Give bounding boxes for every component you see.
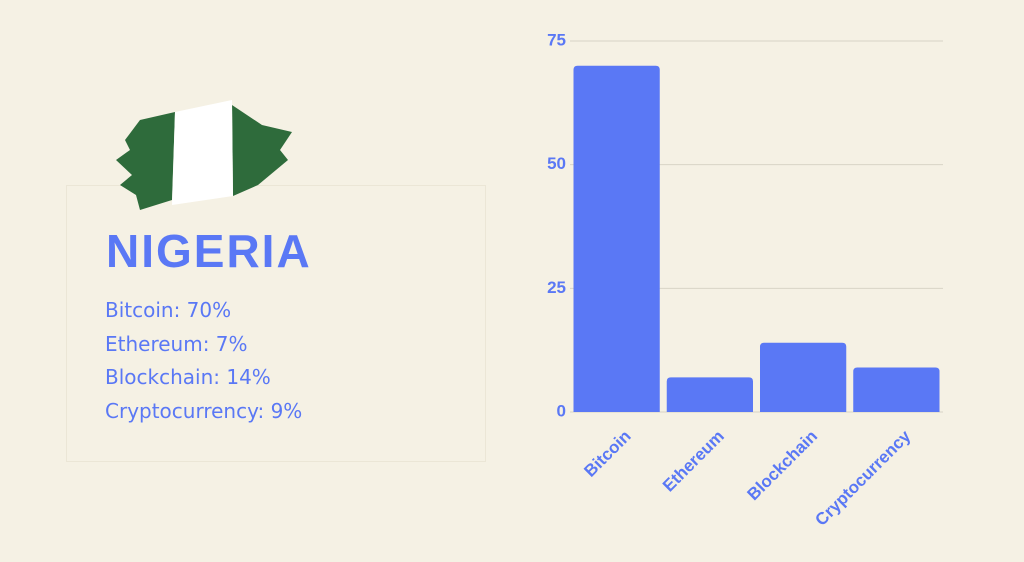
flag [116, 100, 292, 210]
stat: Bitcoin: 70% [105, 298, 232, 322]
x-tick-label: Bitcoin [580, 427, 634, 481]
y-tick-label: 75 [547, 30, 566, 49]
y-tick-label: 25 [547, 278, 566, 297]
bar [760, 342, 847, 412]
x-tick-label: Cryptocurrency [811, 426, 914, 529]
info-box [66, 185, 486, 462]
x-tick-label: Ethereum [659, 427, 728, 496]
stat: Cryptocurrency: 9% [105, 398, 303, 423]
bar [573, 65, 660, 412]
y-tick-label: 0 [557, 401, 566, 420]
country-title: NIGERIA [106, 225, 312, 277]
bar [853, 367, 940, 412]
bar [666, 377, 753, 412]
stat: Ethereum: 7% [105, 331, 248, 356]
x-tick-label: Blockchain [744, 427, 822, 505]
stats-list: Bitcoin: 70% Ethereum: 7% Blockchain: 14… [105, 294, 302, 428]
stat: Blockchain: 14% [105, 365, 271, 389]
y-tick-label: 50 [547, 154, 566, 173]
